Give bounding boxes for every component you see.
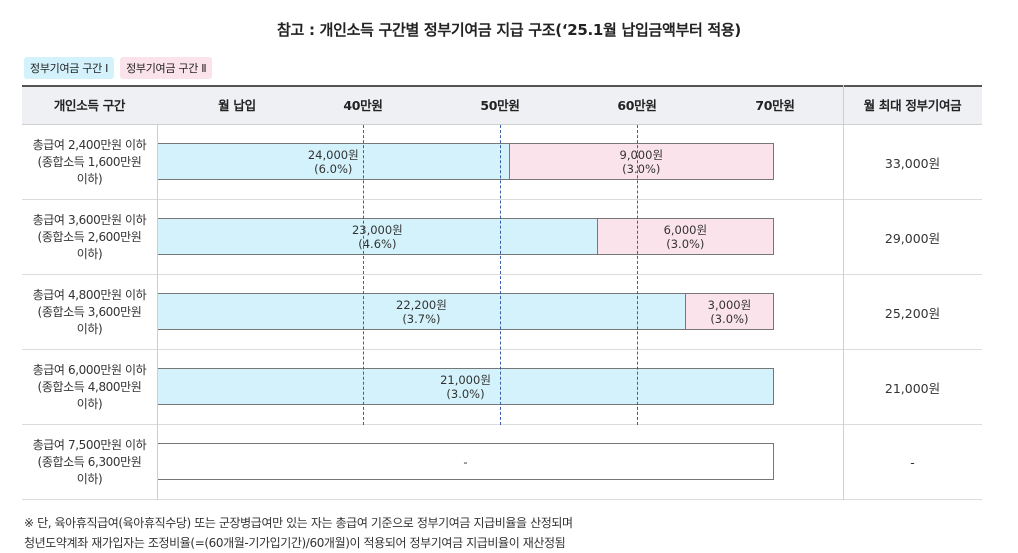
footnote: ※ 단, 육아휴직급여(육아휴직수당) 또는 군장병급여만 있는 자는 총급여 … xyxy=(24,513,573,553)
contribution-rate: (3.0%) xyxy=(710,311,749,326)
footnote-line: ※ 단, 육아휴직급여(육아휴직수당) 또는 군장병급여만 있는 자는 총급여 … xyxy=(24,516,573,530)
header-tick-70: 70만원 xyxy=(755,98,795,113)
income-bracket-line: 이하) xyxy=(76,471,103,486)
table-row: 총급여 6,000만원 이하 (종합소득 4,800만원 이하) 21,000원 (3.… xyxy=(22,350,982,425)
column-divider xyxy=(843,85,844,500)
income-bracket-line: 이하) xyxy=(76,171,103,186)
guide-line-60 xyxy=(637,125,638,425)
max-contribution: 33,000원 xyxy=(884,155,941,171)
contribution-bar-empty: - xyxy=(157,443,774,480)
header-monthly: 월 납입 xyxy=(218,98,256,113)
table-header: 개인소득 구간 월 납입 40만원 50만원 60만원 70만원 월 최대 정부… xyxy=(22,85,982,125)
column-divider xyxy=(157,125,158,500)
income-bracket-line: (종합소득 4,800만원 xyxy=(37,379,142,394)
contribution-amount: 9,000원 xyxy=(619,147,664,162)
contribution-bar-section-2: 3,000원 (3.0%) xyxy=(685,293,774,330)
income-bracket-line: 이하) xyxy=(76,246,103,261)
max-contribution: 21,000원 xyxy=(884,380,941,396)
header-tick-60: 60만원 xyxy=(617,98,657,113)
contribution-amount: 22,200원 xyxy=(396,297,447,312)
contribution-bar-section-1: 23,000원 (4.6%) xyxy=(157,218,598,255)
contribution-bar-section-1: 22,200원 (3.7%) xyxy=(157,293,686,330)
contribution-bar-section-2: 6,000원 (3.0%) xyxy=(597,218,774,255)
table-row: 총급여 4,800만원 이하 (종합소득 3,600만원 이하) 22,200원 (3.… xyxy=(22,275,982,350)
legend-section-1: 정부기여금 구간 Ⅰ xyxy=(24,57,115,79)
header-income: 개인소득 구간 xyxy=(53,98,126,113)
contribution-bar-section-1: 24,000원 (6.0%) xyxy=(157,143,510,180)
income-bracket-line: 총급여 4,800만원 이하 xyxy=(32,287,147,302)
income-bracket-line: 총급여 2,400만원 이하 xyxy=(32,137,147,152)
contribution-bar-section-2: 9,000원 (3.0%) xyxy=(509,143,774,180)
contribution-rate: (3.0%) xyxy=(446,386,485,401)
contribution-amount: 6,000원 xyxy=(663,222,708,237)
income-bracket-line: (종합소득 1,600만원 xyxy=(37,154,142,169)
contribution-amount: 23,000원 xyxy=(351,222,403,237)
contribution-amount: 3,000원 xyxy=(707,297,752,312)
income-bracket-line: 총급여 3,600만원 이하 xyxy=(32,212,147,227)
contribution-rate: (3.7%) xyxy=(402,311,441,326)
legend-section-2: 정부기여금 구간 Ⅱ xyxy=(120,57,213,79)
contribution-table: 개인소득 구간 월 납입 40만원 50만원 60만원 70만원 월 최대 정부… xyxy=(22,85,982,500)
income-bracket-line: 총급여 7,500만원 이하 xyxy=(32,437,147,452)
contribution-amount: 21,000원 xyxy=(440,372,491,387)
contribution-bar-section-1: 21,000원 (3.0%) xyxy=(157,368,774,405)
max-contribution: 25,200원 xyxy=(884,305,941,321)
contribution-amount: - xyxy=(463,454,468,469)
contribution-rate: (3.0%) xyxy=(666,236,705,251)
guide-line-40 xyxy=(363,125,364,425)
header-max: 월 최대 정부기여금 xyxy=(863,98,962,113)
income-bracket-line: (종합소득 6,300만원 xyxy=(37,454,142,469)
contribution-rate: (3.0%) xyxy=(622,161,661,176)
footnote-line: 청년도약계좌 재가입자는 조정비율(=(60개월-기가입기간)/60개월)이 적… xyxy=(24,536,566,550)
income-bracket-line: (종합소득 3,600만원 xyxy=(37,304,142,319)
legend: 정부기여금 구간 Ⅰ 정부기여금 구간 Ⅱ xyxy=(24,57,213,79)
contribution-rate: (4.6%) xyxy=(358,236,397,251)
guide-line-50 xyxy=(500,125,501,425)
page-title: 참고 : 개인소득 구간별 정부기여금 지급 구조(‘25.1월 납입금액부터 … xyxy=(277,21,741,39)
income-bracket-line: 이하) xyxy=(76,321,103,336)
income-bracket-line: (종합소득 2,600만원 xyxy=(37,229,142,244)
contribution-rate: (6.0%) xyxy=(314,161,353,176)
header-tick-40: 40만원 xyxy=(343,98,383,113)
contribution-amount: 24,000원 xyxy=(307,147,359,162)
max-contribution: 29,000원 xyxy=(884,230,941,246)
income-bracket-line: 이하) xyxy=(76,396,103,411)
income-bracket-line: 총급여 6,000만원 이하 xyxy=(32,362,147,377)
header-tick-50: 50만원 xyxy=(480,98,520,113)
max-contribution: - xyxy=(910,454,915,470)
